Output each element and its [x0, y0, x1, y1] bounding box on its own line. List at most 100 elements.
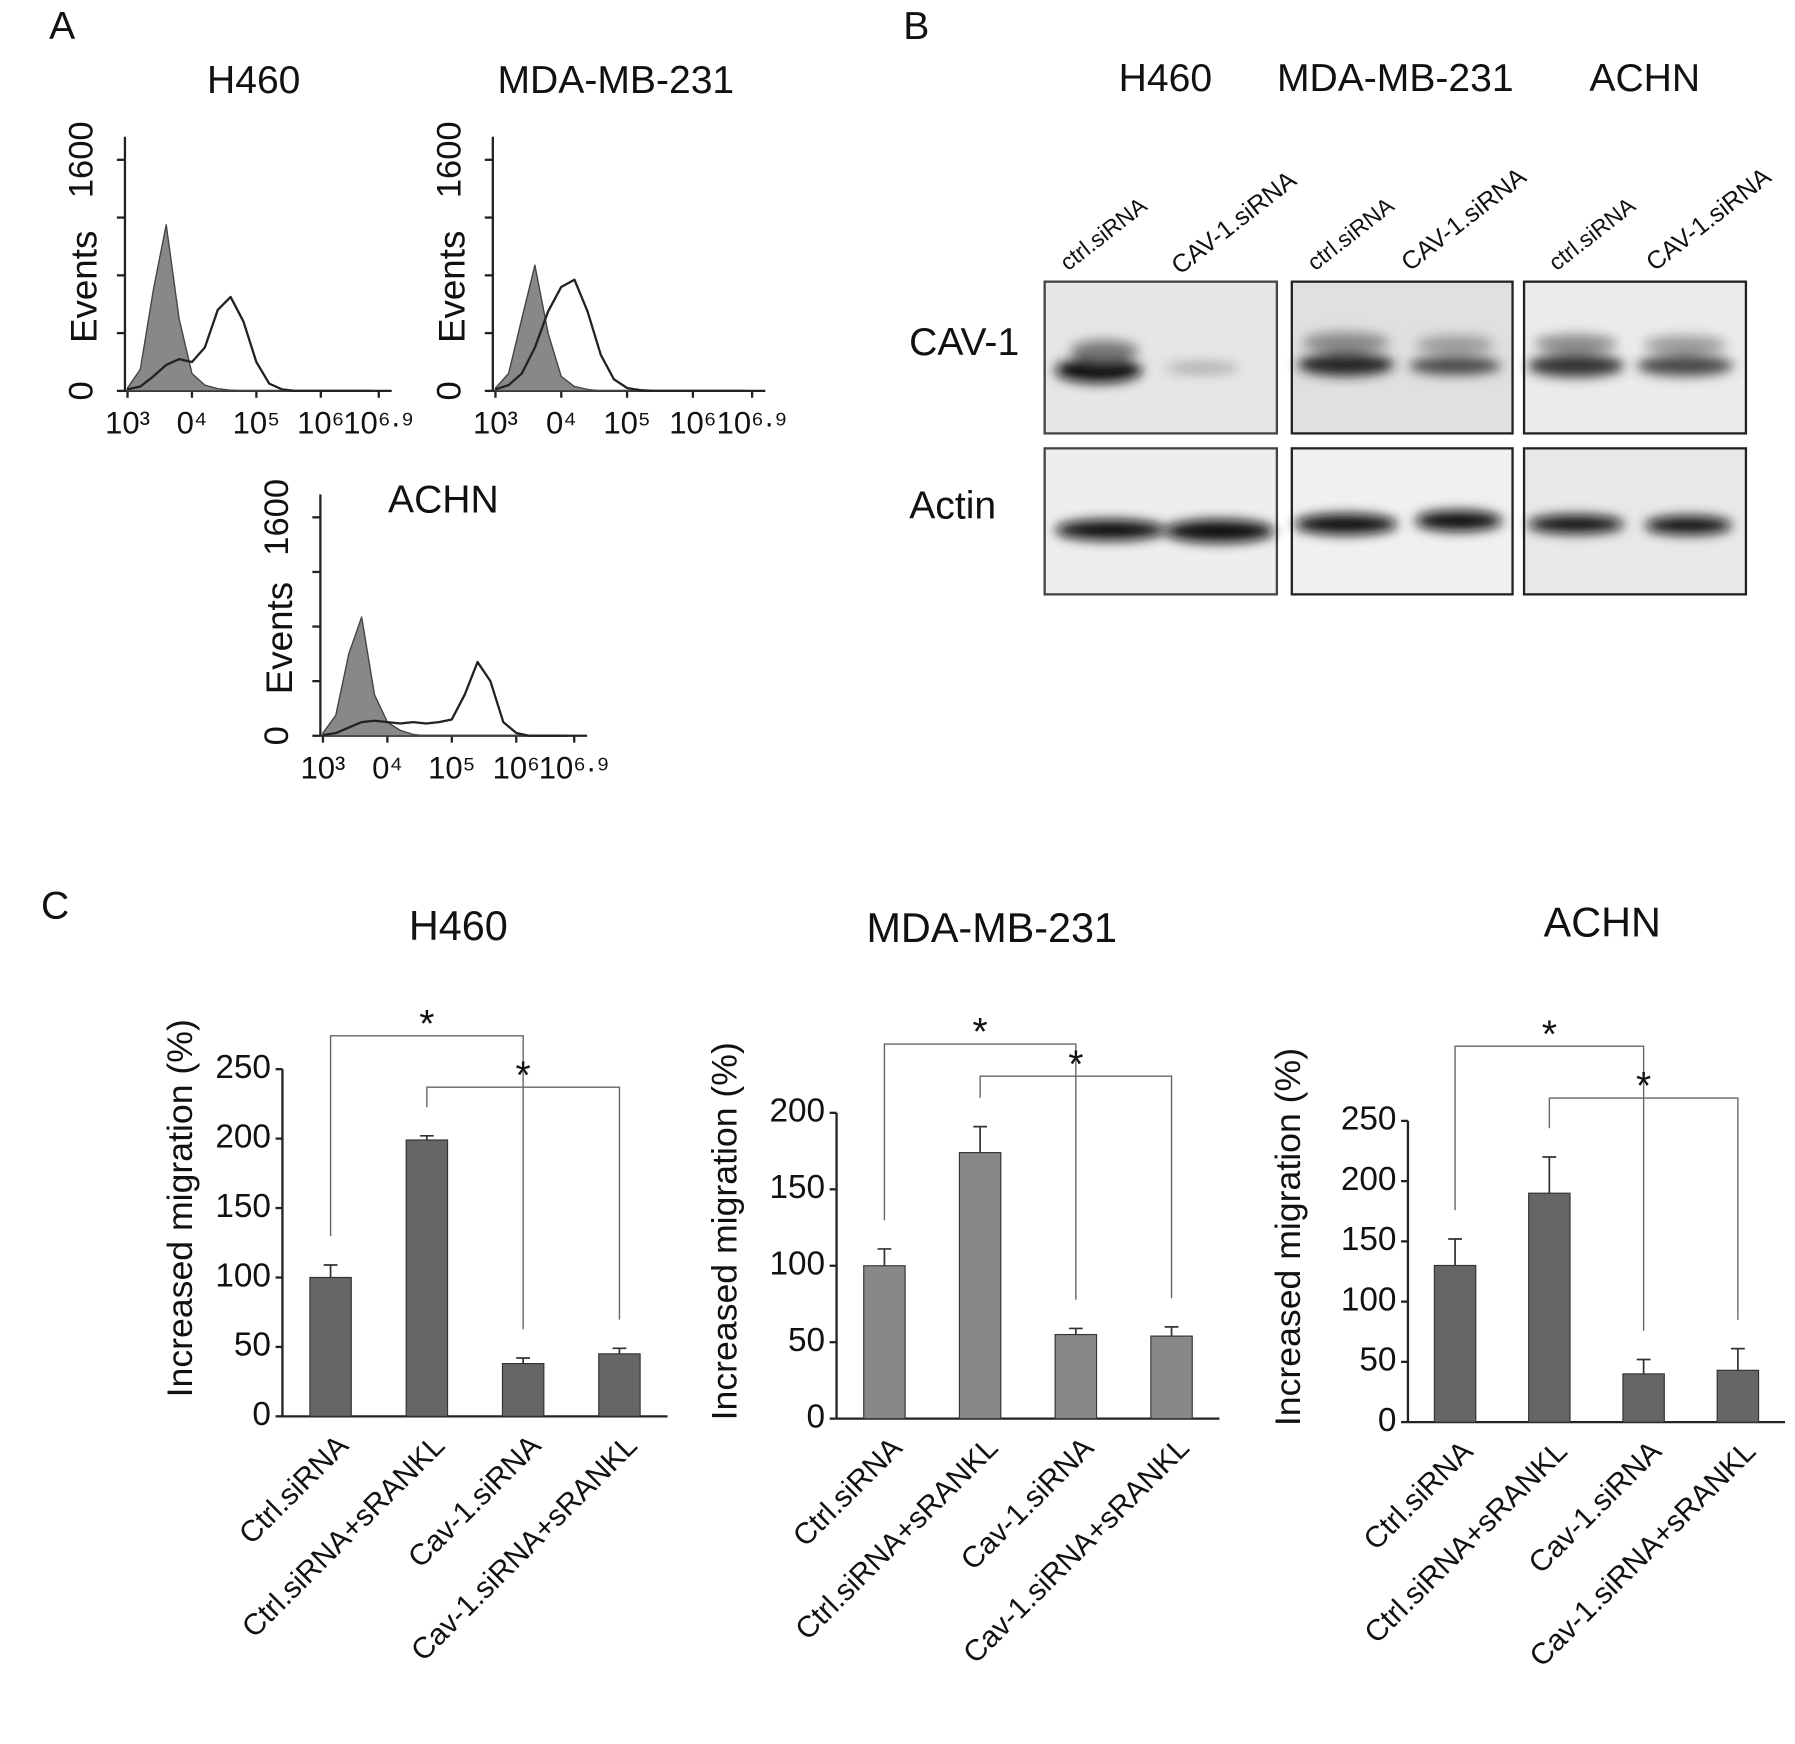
bar [501, 1363, 545, 1417]
panel-label: B [903, 5, 929, 48]
y-tick-label: 0 [252, 1396, 271, 1433]
y-tick-label: 50 [234, 1327, 271, 1364]
error-bar [1730, 1347, 1745, 1371]
bar [1528, 1192, 1571, 1423]
x-tick-label: 10³ [105, 406, 150, 441]
significance-bracket [883, 1043, 1077, 1300]
x-tick-label: 10⁵ [428, 750, 475, 785]
y-tick-label: 200 [769, 1093, 825, 1130]
y-tick-label: 1600 [431, 121, 469, 198]
y-tick-label: 250 [215, 1049, 271, 1086]
y-tick-label: 150 [215, 1188, 271, 1225]
bar [1622, 1373, 1665, 1423]
x-tick-label: 0⁴ [372, 750, 403, 785]
significance-bracket [979, 1075, 1173, 1299]
x-tick-label: 10⁶ [669, 406, 716, 441]
curve [127, 295, 373, 393]
lane-label: ctrl.siRNA [1302, 192, 1399, 276]
y-tick-label: 200 [1341, 1161, 1397, 1198]
lane-label: CAV-1.siRNA [1396, 162, 1531, 276]
cell-line: MDA-MB-231 [1277, 57, 1514, 100]
x-tick-label: 10⁵ [233, 406, 280, 441]
lane-label: CAV-1.siRNA [1641, 162, 1776, 276]
y-tick-label: 0 [1378, 1402, 1397, 1439]
error-bar [1448, 1238, 1462, 1266]
x-tick-label: 10⁶·⁹ [343, 406, 414, 441]
significance-bracket [426, 1086, 621, 1320]
bar [405, 1139, 449, 1417]
lane-label: CAV-1.siRNA [1166, 166, 1301, 280]
bar [1054, 1333, 1098, 1420]
significance-label: * [973, 1011, 988, 1054]
x-tick-label: 10³ [301, 750, 346, 785]
error-bar [1542, 1156, 1557, 1194]
panel-label: A [49, 5, 75, 48]
error-bar [516, 1357, 531, 1364]
curve [495, 278, 746, 393]
significance-label: * [1068, 1043, 1083, 1086]
y-tick-label: 1600 [258, 479, 296, 556]
error-bar [1636, 1358, 1651, 1374]
bar [1433, 1264, 1477, 1423]
blot-bands [1055, 332, 1734, 543]
x-tick-label: 10⁶ [493, 750, 540, 785]
y-axis-label: Increased migration (%) [160, 1019, 200, 1397]
significance-bracket [329, 1035, 524, 1330]
error-bar [419, 1134, 434, 1140]
y-tick-label: 200 [215, 1118, 271, 1155]
y-axis-label: Increased migration (%) [705, 1042, 745, 1420]
y-tick-label: 1600 [63, 121, 101, 198]
error-bar [1068, 1327, 1083, 1335]
y-tick-label: 150 [769, 1169, 825, 1206]
error-bar [612, 1347, 627, 1354]
row-label: CAV-1 [909, 321, 1019, 364]
significance-label: * [419, 1003, 434, 1046]
y-tick-label: 250 [1341, 1101, 1397, 1138]
western-blot: H460 MDA-MB-231 ACHN ctrl.siRNA CAV-1.si… [909, 57, 1777, 596]
x-tick-label: 10⁶·⁹ [539, 750, 610, 785]
cell-line: ACHN [1589, 57, 1700, 100]
error-bar [973, 1125, 988, 1153]
curve [322, 660, 568, 737]
lane-label: ctrl.siRNA [1055, 192, 1152, 276]
bar [1150, 1335, 1193, 1420]
significance-bracket [1548, 1097, 1739, 1320]
significance-bracket [1454, 1045, 1645, 1331]
cell-line: H460 [1119, 57, 1212, 100]
y-tick-label: 0 [63, 381, 101, 400]
filled-curve [494, 264, 747, 392]
y-tick-label: 100 [1341, 1281, 1397, 1318]
chart-title: MDA-MB-231 [497, 59, 734, 102]
significance-label: * [1636, 1065, 1651, 1108]
y-tick-label: 50 [788, 1322, 825, 1359]
error-bar [877, 1248, 892, 1266]
panel-label: C [41, 885, 69, 928]
chart-title: MDA-MB-231 [866, 905, 1117, 951]
y-tick-label: 50 [1359, 1342, 1396, 1379]
chart-title: ACHN [1544, 899, 1661, 945]
x-tick-label: 0⁴ [177, 406, 208, 441]
filled-curve [322, 616, 569, 737]
bar [958, 1152, 1002, 1420]
lane-label: ctrl.siRNA [1544, 192, 1641, 276]
y-axis-label: Events [432, 231, 473, 343]
y-tick-label: 100 [769, 1246, 825, 1283]
x-tick-label: 10⁶ [297, 406, 344, 441]
y-axis-label: Events [64, 231, 105, 343]
bar [863, 1265, 906, 1420]
x-tick-label: 10⁶·⁹ [717, 406, 788, 441]
y-tick-label: 0 [258, 726, 296, 745]
bar [309, 1276, 352, 1417]
x-tick-label: 10⁵ [603, 406, 650, 441]
y-axis-label: Increased migration (%) [1268, 1048, 1308, 1426]
bar [598, 1353, 641, 1417]
significance-label: * [516, 1054, 531, 1097]
error-bar [323, 1264, 338, 1278]
x-tick-label: 10³ [473, 406, 518, 441]
error-bar [1164, 1326, 1179, 1337]
y-axis-label: Events [259, 582, 300, 694]
x-tick-label: 0⁴ [546, 406, 577, 441]
chart-title: H460 [409, 903, 508, 949]
row-label: Actin [909, 484, 996, 527]
